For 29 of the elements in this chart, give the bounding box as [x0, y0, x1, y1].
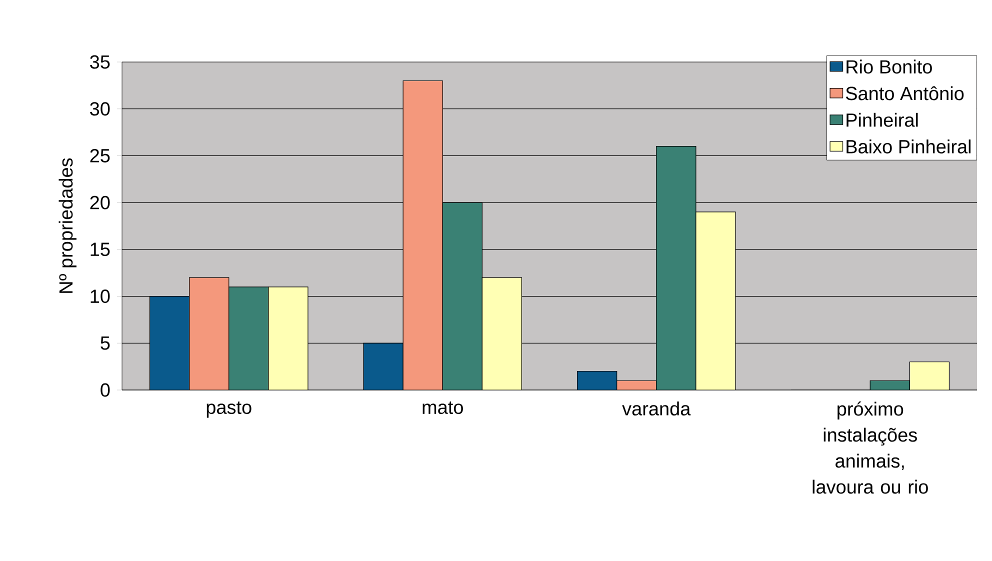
- x-tick-label: pasto: [206, 402, 252, 418]
- bar: [656, 146, 696, 390]
- y-tick-label: 15: [90, 242, 110, 256]
- legend-label: Rio Bonito: [846, 60, 932, 74]
- legend-label: Pinheiral: [846, 112, 918, 127]
- bar: [363, 342, 404, 390]
- legend-label: Santo Antônio: [846, 86, 964, 100]
- bar: [576, 370, 618, 390]
- bar: [149, 296, 190, 390]
- y-tick-label: 25: [90, 148, 110, 162]
- y-axis-title: Nº propriedades: [58, 158, 76, 293]
- bar: [909, 362, 950, 390]
- y-tick-label: 35: [90, 55, 110, 69]
- x-tick-label: próximo instalações animais, lavoura ou rio: [812, 402, 928, 494]
- y-tick-label: 20: [90, 196, 110, 210]
- y-tick-label: 30: [90, 102, 110, 116]
- bar: [442, 202, 482, 390]
- y-tick-label: 0: [100, 383, 110, 397]
- bar: [228, 286, 269, 390]
- legend-label: Baixo Pinheiral: [846, 140, 971, 154]
- y-tick-label: 5: [100, 336, 110, 350]
- bar: [268, 286, 308, 390]
- bar: [189, 277, 230, 390]
- x-tick-label: varanda: [622, 402, 691, 416]
- bar: [402, 80, 443, 390]
- y-tick-label: 10: [90, 290, 110, 304]
- x-tick-label: mato: [422, 402, 463, 414]
- bar: [482, 277, 522, 390]
- bar: [696, 212, 736, 390]
